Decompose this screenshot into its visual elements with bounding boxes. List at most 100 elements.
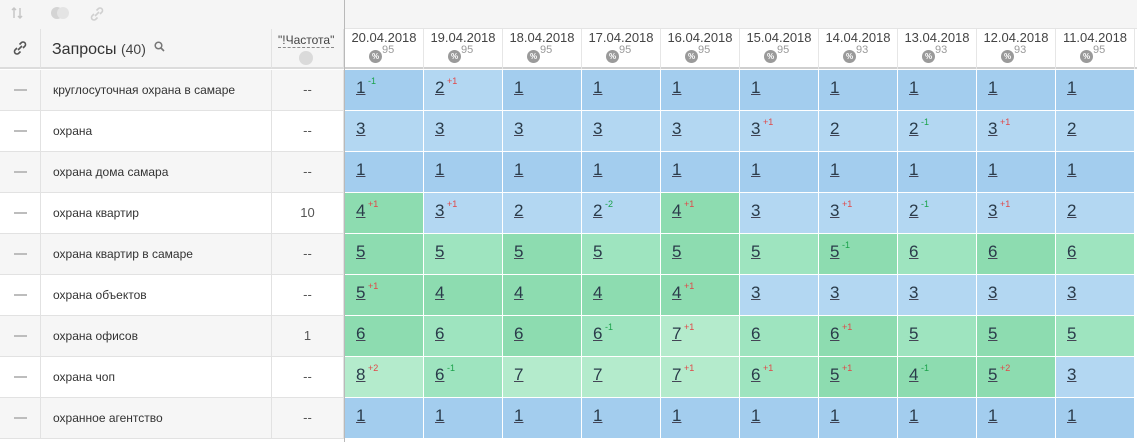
position-cell[interactable]: 5 xyxy=(424,234,503,275)
date-column-header[interactable]: 18.04.2018% 95 xyxy=(503,29,582,69)
queries-column-header[interactable]: Запросы (40) xyxy=(41,29,272,69)
link-icon[interactable] xyxy=(89,6,107,22)
position-value[interactable]: 1 xyxy=(1067,78,1077,97)
position-value[interactable]: 3 xyxy=(830,283,840,302)
position-cell[interactable]: 5 +1 xyxy=(345,275,424,316)
position-cell[interactable]: 2 +1 xyxy=(424,70,503,111)
position-value[interactable]: 5 xyxy=(672,242,682,261)
position-value[interactable]: 6 xyxy=(909,242,919,261)
position-cell[interactable]: 1 xyxy=(503,152,582,193)
position-cell[interactable]: 6 +1 xyxy=(740,357,819,398)
position-cell[interactable]: 6 xyxy=(1056,234,1135,275)
position-value[interactable]: 5 xyxy=(514,242,524,261)
position-cell[interactable]: 4 +1 xyxy=(661,193,740,234)
position-value[interactable]: 7 xyxy=(593,365,603,384)
position-value[interactable]: 6 xyxy=(988,242,998,261)
position-cell[interactable]: 1 xyxy=(740,70,819,111)
position-value[interactable]: 5 xyxy=(830,365,840,384)
position-cell[interactable]: 4 xyxy=(424,275,503,316)
position-cell[interactable]: 1 xyxy=(503,70,582,111)
position-cell[interactable]: 1 xyxy=(977,152,1056,193)
link-column-header[interactable] xyxy=(0,29,41,69)
position-value[interactable]: 5 xyxy=(988,365,998,384)
position-cell[interactable]: 1 xyxy=(1056,398,1135,439)
position-value[interactable]: 1 xyxy=(830,78,840,97)
row-toggle[interactable] xyxy=(0,357,41,398)
position-value[interactable]: 6 xyxy=(593,324,603,343)
position-cell[interactable]: 5 +1 xyxy=(819,357,898,398)
position-cell[interactable]: 3 xyxy=(740,193,819,234)
position-value[interactable]: 3 xyxy=(751,119,761,138)
sort-icon[interactable] xyxy=(10,6,28,22)
date-column-header[interactable]: 17.04.2018% 95 xyxy=(582,29,661,69)
position-cell[interactable]: 6 xyxy=(345,316,424,357)
position-value[interactable]: 1 xyxy=(672,160,682,179)
date-column-header[interactable]: 20.04.2018% 95 xyxy=(345,29,424,69)
date-column-header[interactable]: 16.04.2018% 95 xyxy=(661,29,740,69)
position-cell[interactable]: 1 xyxy=(819,152,898,193)
position-value[interactable]: 2 xyxy=(435,78,445,97)
position-value[interactable]: 3 xyxy=(988,201,998,220)
position-value[interactable]: 3 xyxy=(751,201,761,220)
position-cell[interactable]: 4 xyxy=(503,275,582,316)
position-cell[interactable]: 3 xyxy=(424,111,503,152)
position-cell[interactable]: 6 -1 xyxy=(582,316,661,357)
date-column-header[interactable]: 13.04.2018% 93 xyxy=(898,29,977,69)
position-cell[interactable]: 3 +1 xyxy=(977,111,1056,152)
position-value[interactable]: 1 xyxy=(909,160,919,179)
position-cell[interactable]: 7 +1 xyxy=(661,357,740,398)
position-cell[interactable]: 6 xyxy=(740,316,819,357)
position-cell[interactable]: 7 xyxy=(503,357,582,398)
position-cell[interactable]: 6 xyxy=(898,234,977,275)
position-value[interactable]: 3 xyxy=(593,119,603,138)
position-cell[interactable]: 6 xyxy=(503,316,582,357)
position-cell[interactable]: 4 +1 xyxy=(345,193,424,234)
position-cell[interactable]: 2 xyxy=(819,111,898,152)
position-value[interactable]: 3 xyxy=(435,201,445,220)
position-cell[interactable]: 1 xyxy=(424,152,503,193)
position-value[interactable]: 3 xyxy=(356,119,366,138)
link-icon[interactable] xyxy=(12,40,28,56)
position-value[interactable]: 7 xyxy=(672,324,682,343)
position-value[interactable]: 5 xyxy=(1067,324,1077,343)
position-value[interactable]: 3 xyxy=(1067,283,1077,302)
position-value[interactable]: 1 xyxy=(356,406,366,425)
position-value[interactable]: 2 xyxy=(1067,201,1077,220)
position-cell[interactable]: 4 +1 xyxy=(661,275,740,316)
position-value[interactable]: 1 xyxy=(1067,406,1077,425)
position-cell[interactable]: 1 xyxy=(503,398,582,439)
position-value[interactable]: 3 xyxy=(514,119,524,138)
position-value[interactable]: 6 xyxy=(751,324,761,343)
position-value[interactable]: 2 xyxy=(514,201,524,220)
position-cell[interactable]: 1 xyxy=(424,398,503,439)
position-value[interactable]: 1 xyxy=(356,160,366,179)
position-value[interactable]: 1 xyxy=(830,160,840,179)
position-value[interactable]: 2 xyxy=(830,119,840,138)
position-value[interactable]: 3 xyxy=(1067,365,1077,384)
position-value[interactable]: 3 xyxy=(830,201,840,220)
row-toggle[interactable] xyxy=(0,70,41,111)
position-cell[interactable]: 2 xyxy=(1056,193,1135,234)
position-cell[interactable]: 1 xyxy=(898,398,977,439)
position-value[interactable]: 1 xyxy=(909,406,919,425)
position-value[interactable]: 8 xyxy=(356,365,366,384)
position-cell[interactable]: 1 xyxy=(740,398,819,439)
position-cell[interactable]: 1 xyxy=(898,70,977,111)
position-value[interactable]: 3 xyxy=(988,119,998,138)
position-cell[interactable]: 5 xyxy=(977,316,1056,357)
position-cell[interactable]: 3 xyxy=(503,111,582,152)
position-cell[interactable]: 5 xyxy=(1056,316,1135,357)
position-cell[interactable]: 3 +1 xyxy=(740,111,819,152)
position-value[interactable]: 6 xyxy=(751,365,761,384)
position-value[interactable]: 1 xyxy=(435,406,445,425)
position-cell[interactable]: 7 +1 xyxy=(661,316,740,357)
position-value[interactable]: 2 xyxy=(593,201,603,220)
position-value[interactable]: 4 xyxy=(356,201,366,220)
row-toggle[interactable] xyxy=(0,152,41,193)
position-cell[interactable]: 3 xyxy=(740,275,819,316)
position-value[interactable]: 4 xyxy=(672,283,682,302)
position-value[interactable]: 5 xyxy=(356,242,366,261)
position-value[interactable]: 7 xyxy=(514,365,524,384)
position-cell[interactable]: 1 xyxy=(1056,70,1135,111)
position-cell[interactable]: 5 +2 xyxy=(977,357,1056,398)
